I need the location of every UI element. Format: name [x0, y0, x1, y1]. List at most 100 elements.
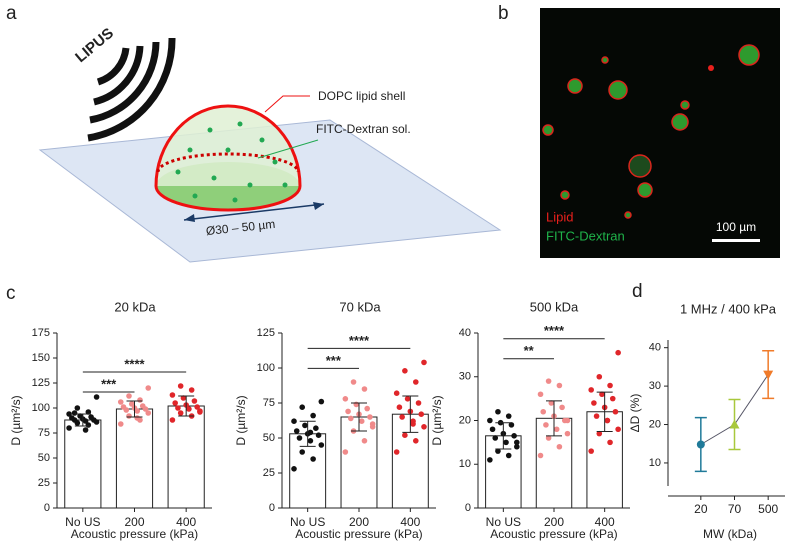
y-tick-label: 25	[263, 467, 275, 479]
data-point	[540, 408, 547, 415]
marker	[696, 440, 705, 449]
error-bar	[546, 400, 562, 437]
data-point	[180, 395, 187, 401]
significance-label: ****	[349, 333, 370, 348]
data-point	[139, 403, 146, 409]
y-tick-label: 100	[257, 362, 275, 374]
y-tick-label: 10	[459, 458, 471, 470]
data-point	[545, 378, 552, 384]
data-point	[607, 439, 613, 446]
data-point	[514, 439, 520, 446]
data-point	[307, 429, 314, 436]
x-tick-label: No US	[290, 515, 325, 529]
data-point	[503, 439, 509, 446]
data-point	[315, 432, 322, 439]
error-bar	[351, 402, 367, 432]
data-point	[615, 426, 621, 433]
data-point	[615, 349, 621, 356]
data-point	[410, 421, 416, 427]
data-point	[487, 417, 493, 424]
micrograph: Lipid FITC-Dextran 100 µm	[540, 8, 780, 258]
data-point	[393, 449, 400, 455]
data-point	[364, 405, 370, 412]
data-point	[342, 449, 349, 455]
data-point	[353, 401, 360, 408]
x-tick-label: 200	[544, 515, 564, 529]
data-point	[177, 383, 184, 389]
data-point	[505, 452, 512, 459]
y-tick-label: 50	[38, 452, 50, 464]
data-point	[369, 421, 376, 427]
data-point	[293, 428, 300, 434]
y-axis-label: D (µm²/s)	[234, 395, 248, 445]
arrow-head	[184, 214, 195, 222]
data-point	[492, 435, 499, 441]
data-point	[556, 382, 563, 389]
data-point	[291, 418, 297, 425]
data-point	[543, 422, 549, 428]
data-point	[299, 449, 306, 455]
y-axis-label: D (µm²/s)	[9, 395, 23, 445]
source-label: LIPUS	[72, 25, 117, 66]
data-point	[117, 399, 124, 405]
data-point	[358, 418, 365, 425]
data-point	[88, 414, 94, 420]
data-point	[188, 387, 195, 393]
data-point	[318, 442, 325, 448]
x-axis-label: MW (kDa)	[703, 527, 757, 541]
data-point	[361, 438, 368, 444]
data-point	[299, 404, 306, 411]
data-point	[412, 438, 419, 444]
x-tick-label: 400	[595, 515, 615, 529]
data-point	[169, 392, 176, 398]
significance-label: ****	[544, 323, 565, 338]
data-point	[137, 397, 143, 403]
x-axis-label: Acoustic pressure (kPa)	[490, 527, 617, 541]
data-point	[508, 422, 515, 428]
core-label: FITC-Dextran sol.	[316, 122, 411, 136]
panel-label: a	[6, 3, 17, 24]
y-tick-label: 0	[44, 502, 50, 514]
data-point	[609, 395, 616, 402]
data-point	[418, 411, 425, 418]
data-point	[596, 373, 603, 380]
data-point	[361, 386, 368, 392]
data-point	[82, 427, 89, 433]
data-point	[194, 404, 200, 410]
schematic: LIPUS DOPC lipid shell FITC-Dextran sol.…	[38, 25, 502, 263]
y-tick-label: 30	[459, 371, 471, 383]
chart-title: 70 kDa	[339, 299, 381, 314]
data-point	[177, 410, 184, 416]
y-tick-label: 40	[459, 327, 471, 339]
data-point	[186, 406, 192, 412]
data-point	[350, 379, 357, 385]
error-bar	[495, 422, 512, 450]
bar	[64, 419, 102, 509]
dome	[154, 104, 302, 187]
data-point	[421, 424, 427, 430]
data-point	[310, 412, 316, 419]
data-point	[128, 401, 135, 407]
data-point	[489, 426, 496, 433]
x-tick-label: 200	[349, 515, 369, 529]
data-point	[307, 438, 314, 444]
y-tick-label: 25	[38, 477, 50, 489]
data-point	[291, 466, 297, 472]
data-point	[145, 385, 152, 391]
x-tick-label: 20	[694, 502, 708, 516]
data-point	[342, 396, 349, 402]
data-point	[612, 408, 619, 415]
data-point	[348, 415, 354, 422]
panel-label: b	[498, 3, 509, 24]
data-point	[593, 413, 600, 419]
chart-title: 20 kDa	[114, 299, 156, 314]
data-point	[313, 425, 319, 432]
y-tick-label: 75	[263, 397, 275, 409]
data-point	[564, 430, 571, 437]
data-point	[495, 408, 501, 415]
data-point	[71, 410, 78, 416]
data-point	[134, 415, 141, 421]
data-point	[120, 404, 127, 410]
y-tick-label: 20	[459, 414, 471, 426]
channel-label: FITC-Dextran	[546, 228, 625, 243]
